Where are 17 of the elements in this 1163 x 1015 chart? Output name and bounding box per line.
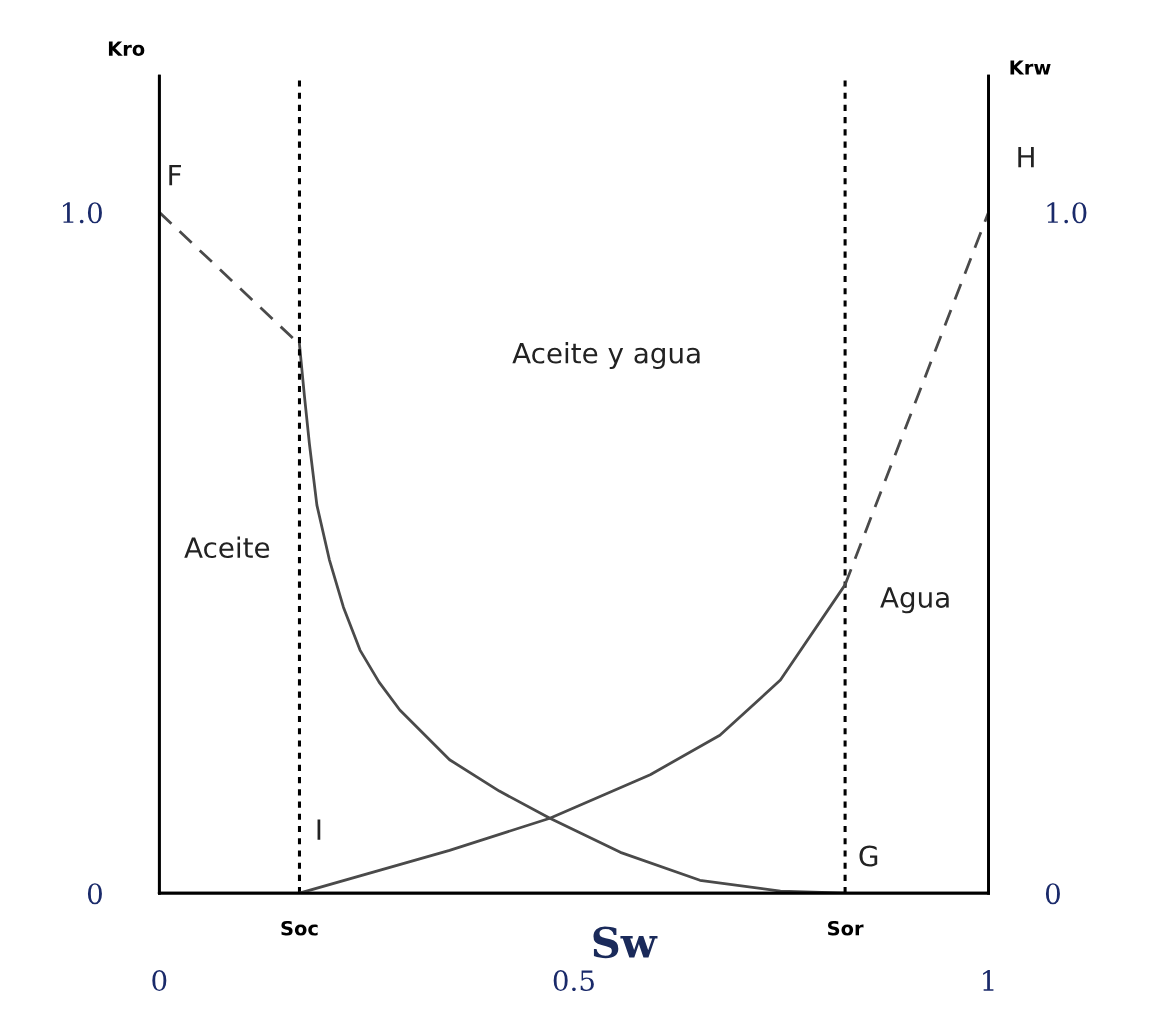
annotation: F [169,165,181,186]
x-axis-title: Sw [593,926,658,959]
annotation: Aceite y agua [512,342,700,370]
annotation: H [1018,146,1034,168]
annotation: I [317,819,321,840]
y2-tick-label: 1.0 [1047,202,1087,224]
x-tick-label: 0 [152,970,167,992]
annotation: Agua [880,587,949,614]
annotation: G [859,845,878,867]
ref-line-label: Sor [828,920,864,936]
y2-tick-label: 0 [1045,883,1060,905]
y2-axis-title: Krw [1010,60,1051,75]
x-tick-label: 1 [983,970,994,991]
ref-line-label: Soc [281,920,318,936]
annotation: Aceite [184,536,270,559]
y-axis-title: Kro [108,41,145,57]
x-tick-label: 0.5 [553,970,594,992]
